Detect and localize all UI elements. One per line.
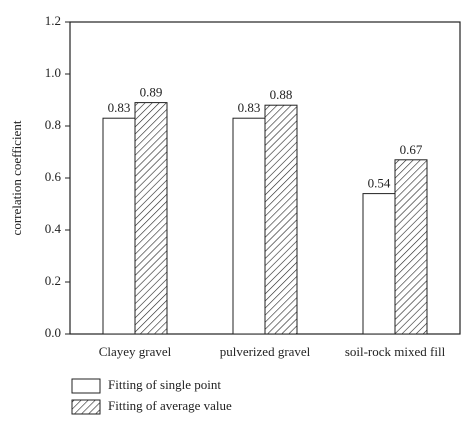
x-tick-label: Clayey gravel [99,344,172,359]
value-label: 0.89 [140,85,163,100]
y-tick-label: 1.0 [45,65,61,80]
value-label: 0.83 [238,100,261,115]
bar [394,159,428,335]
bar [134,102,168,335]
bar [264,104,298,335]
value-label: 0.54 [368,176,391,191]
bar [232,117,266,335]
x-tick-label: soil-rock mixed fill [345,344,446,359]
y-tick-label: 1.2 [45,13,61,28]
y-axis-label: correlation coefficient [9,120,24,235]
legend-label: Fitting of average value [108,398,232,413]
y-tick-label: 0.2 [45,273,61,288]
y-tick-label: 0.8 [45,117,61,132]
legend-label: Fitting of single point [108,377,221,392]
bar [102,117,136,335]
legend-swatch [71,399,101,415]
y-tick-label: 0.0 [45,325,61,340]
x-tick-label: pulverized gravel [220,344,311,359]
y-tick-label: 0.6 [45,169,62,184]
value-label: 0.67 [400,142,423,157]
legend-swatch [71,378,101,394]
value-label: 0.83 [108,100,131,115]
bar [362,193,396,335]
value-label: 0.88 [270,87,293,102]
y-tick-label: 0.4 [45,221,62,236]
